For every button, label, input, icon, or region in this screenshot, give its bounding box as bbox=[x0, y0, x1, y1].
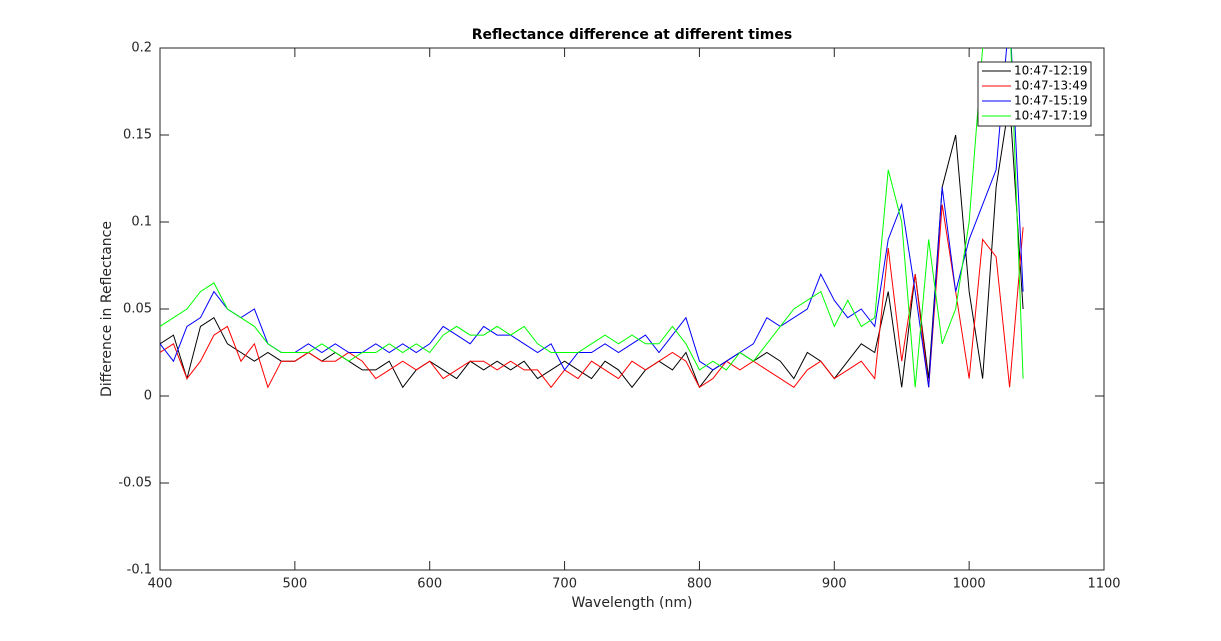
y-axis-label: Difference in Reflectance bbox=[99, 221, 115, 397]
x-tick-label: 900 bbox=[822, 577, 847, 592]
y-tick-label: 0.2 bbox=[131, 41, 152, 56]
y-tick-label: -0.1 bbox=[127, 563, 152, 578]
x-tick-label: 600 bbox=[417, 577, 442, 592]
legend-label: 10:47-17:19 bbox=[1014, 109, 1088, 123]
x-tick-label: 800 bbox=[687, 577, 712, 592]
y-tick-label: 0.1 bbox=[131, 215, 152, 230]
x-axis-label: Wavelength (nm) bbox=[572, 595, 693, 611]
legend-label: 10:47-12:19 bbox=[1014, 64, 1088, 78]
x-tick-label: 1000 bbox=[953, 577, 986, 592]
x-tick-label: 400 bbox=[148, 577, 173, 592]
series-line bbox=[160, 204, 1024, 389]
legend-box bbox=[977, 61, 1092, 127]
series-line bbox=[160, 48, 1024, 388]
legend-label: 10:47-13:49 bbox=[1014, 79, 1088, 93]
legend-label: 10:47-15:19 bbox=[1014, 94, 1088, 108]
plot-lines bbox=[160, 48, 1024, 389]
chart-title: Reflectance difference at different time… bbox=[472, 27, 792, 43]
series-line bbox=[160, 48, 1024, 388]
x-tick-label: 500 bbox=[282, 577, 307, 592]
x-tick-label: 700 bbox=[552, 577, 577, 592]
y-tick-label: -0.05 bbox=[118, 476, 152, 491]
y-tick-label: 0.05 bbox=[123, 302, 152, 317]
y-tick-label: 0 bbox=[144, 389, 152, 404]
y-tick-label: 0.15 bbox=[123, 128, 152, 143]
x-tick-label: 1100 bbox=[1087, 577, 1120, 592]
axes-box bbox=[159, 47, 1105, 571]
